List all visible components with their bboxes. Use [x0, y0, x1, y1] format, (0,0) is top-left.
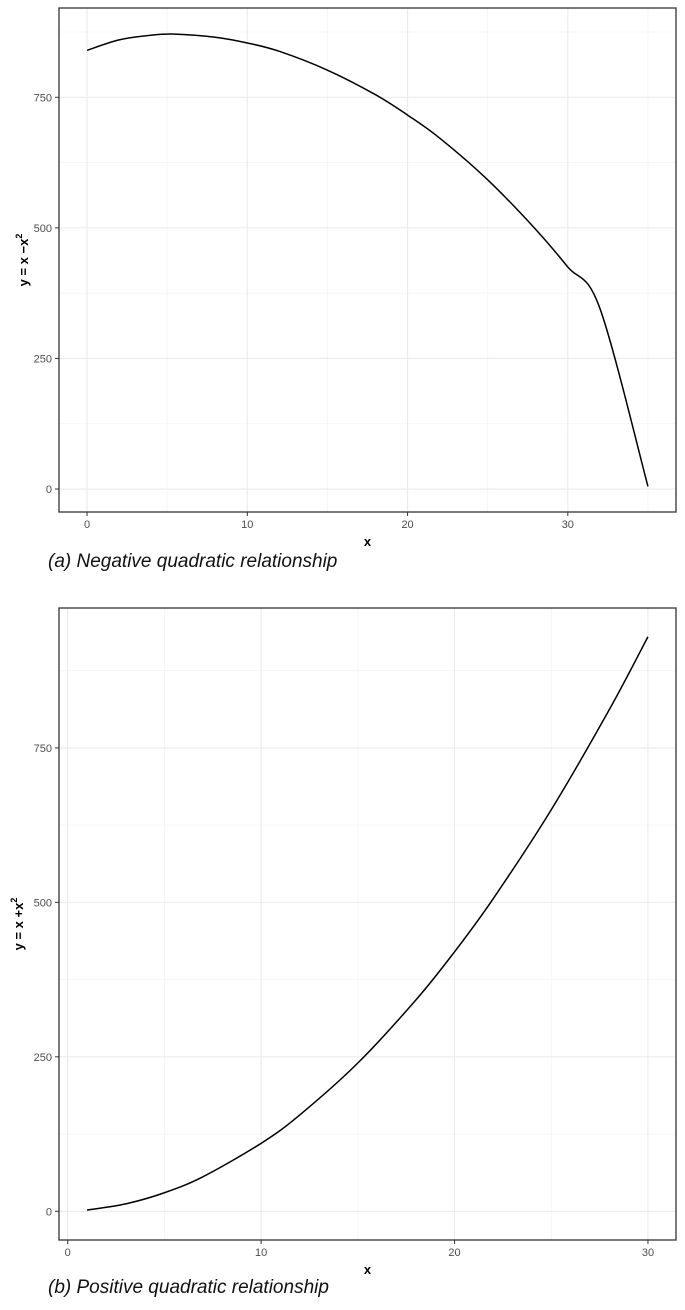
chart-a-x-axis-title: x: [364, 534, 372, 549]
chart-a-x-tick-label: 30: [562, 519, 574, 531]
chart-b-x-tick-label: 0: [65, 1247, 71, 1259]
caption-a: (a) Negative quadratic relationship: [48, 551, 338, 572]
chart-a-x-tick-label: 10: [241, 519, 253, 531]
chart-b-y-tick-label: 0: [46, 1206, 52, 1218]
chart-a-x-tick-label: 0: [84, 519, 90, 531]
chart-b-svg: 0 10 20 30 0 250 500 750 x y = x +x2: [9, 607, 677, 1277]
chart-a-y-tick-label: 750: [34, 92, 52, 104]
figure-a: 0 10 20 30 0 250 500 750 x y = x −x2 (a) Negative…: [0, 0, 685, 580]
chart-b-panel-border: [58, 607, 677, 1241]
chart-b-x-tick-label: 30: [642, 1247, 654, 1259]
chart-a-svg: 0 10 20 30 0 250 500 750 x y = x −x2: [14, 7, 677, 549]
figure-b: 0 10 20 30 0 250 500 750 x y = x +x2 (b) Positive…: [0, 590, 685, 1310]
chart-a-y-tick-label: 0: [46, 484, 52, 496]
caption-b: (b) Positive quadratic relationship: [48, 1277, 329, 1298]
chart-a-y-tick-label: 500: [34, 223, 52, 235]
chart-b-x-axis-title: x: [364, 1262, 372, 1277]
chart-a-y-tick-label: 250: [34, 353, 52, 365]
chart-b-y-tick-label: 750: [34, 743, 52, 755]
chart-a-x-tick-label: 20: [401, 519, 413, 531]
chart-b-x-tick-label: 20: [448, 1247, 460, 1259]
chart-b-x-tick-label: 10: [255, 1247, 267, 1259]
chart-a-panel-border: [58, 7, 677, 513]
chart-b-y-tick-label: 250: [34, 1052, 52, 1064]
chart-a-y-axis-title: y = x −x2: [14, 234, 31, 287]
chart-a-series-line: [86, 33, 649, 487]
chart-b-y-tick-label: 500: [34, 897, 52, 909]
chart-b-series-line: [86, 636, 649, 1211]
chart-b-y-axis-title: y = x +x2: [9, 898, 26, 951]
